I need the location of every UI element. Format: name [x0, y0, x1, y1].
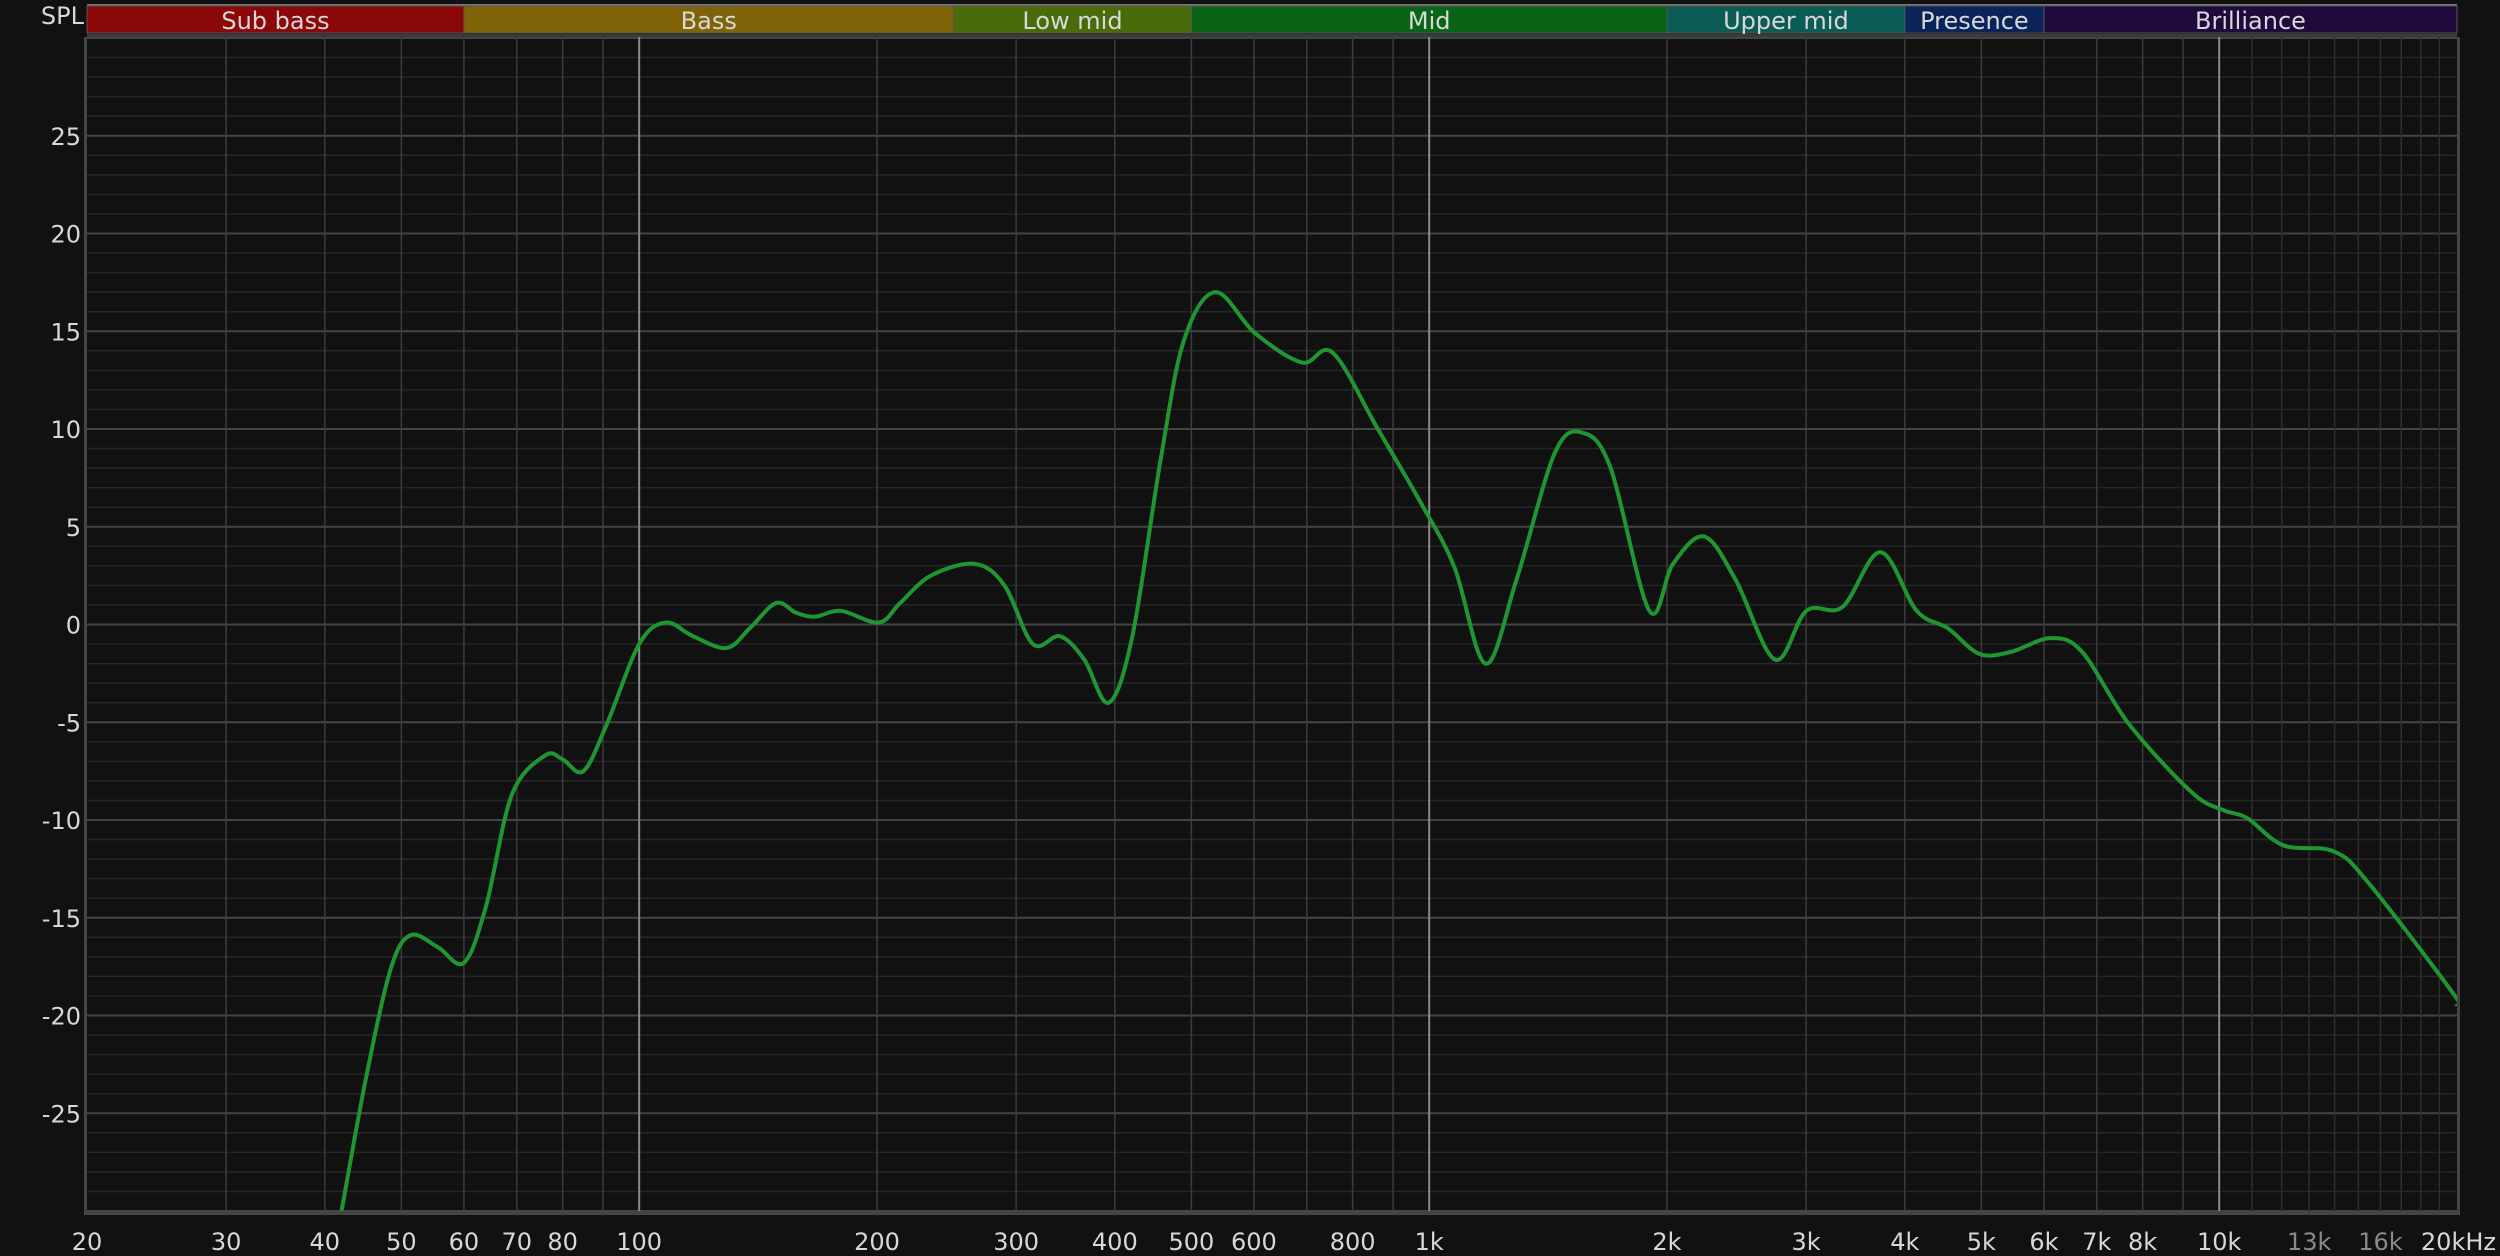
frequency-bands: Sub bass Bass Low mid Mid Upper mid Presence B…	[86, 4, 2458, 37]
band-label: Low mid	[1022, 7, 1122, 35]
y-tick-label: 25	[50, 123, 81, 151]
band-label: Upper mid	[1723, 7, 1849, 35]
response-curve	[339, 290, 2457, 1211]
band-bottom-border	[87, 34, 2457, 37]
grid	[87, 37, 2457, 1212]
band-label: Sub bass	[221, 7, 329, 35]
x-tick-label: 100	[616, 1228, 662, 1256]
y-tick-label: 10	[50, 416, 81, 444]
x-tick-label: 6k	[2029, 1228, 2058, 1256]
x-tick-label: 50	[386, 1228, 417, 1256]
y-axis-label: SPL	[41, 2, 85, 30]
x-tick-label: 600	[1231, 1228, 1277, 1256]
y-tick-label: -15	[42, 905, 81, 933]
band-label: Bass	[681, 7, 737, 35]
x-tick-label: 70	[502, 1228, 533, 1256]
x-axis-line	[84, 1211, 2460, 1215]
x-tick-label: 300	[993, 1228, 1039, 1256]
x-tick-label: 40	[310, 1228, 341, 1256]
x-tick-label: 800	[1330, 1228, 1376, 1256]
y-axis-line	[84, 37, 87, 1211]
x-tick-label: 2k	[1652, 1228, 1681, 1256]
y-tick-label: 15	[50, 318, 81, 346]
x-tick-label: 20kHz	[2421, 1228, 2496, 1256]
y-tick-label: -25	[42, 1100, 81, 1128]
y-tick-label: -10	[42, 807, 81, 835]
y-tick-label: 5	[66, 514, 81, 542]
y-tick-label: -5	[57, 709, 81, 737]
x-tick-label: 3k	[1792, 1228, 1821, 1256]
curve-layer	[339, 290, 2457, 1211]
x-tick-label: 20	[72, 1228, 103, 1256]
x-tick-label: 4k	[1890, 1228, 1919, 1256]
x-tick-label: 8k	[2128, 1228, 2157, 1256]
right-border	[2457, 37, 2460, 1211]
x-tick-label: 7k	[2082, 1228, 2111, 1256]
x-tick-label: 30	[211, 1228, 242, 1256]
band-bass	[463, 5, 955, 34]
x-tick-label: 16k	[2358, 1228, 2403, 1256]
band-brilliance	[2043, 5, 2458, 34]
x-tick-label: 1k	[1415, 1228, 1444, 1256]
x-tick-label: 500	[1168, 1228, 1214, 1256]
y-tick-label: 0	[66, 612, 81, 640]
x-tick-label: 80	[547, 1228, 578, 1256]
x-tick-label: 400	[1092, 1228, 1138, 1256]
x-tick-label: 200	[854, 1228, 900, 1256]
band-label: Brilliance	[2195, 7, 2306, 35]
band-label: Presence	[1920, 7, 2029, 35]
y-tick-label: -20	[42, 1003, 81, 1031]
x-tick-label: 13k	[2287, 1228, 2332, 1256]
x-tick-label: 10k	[2197, 1228, 2242, 1256]
y-tick-label: 20	[50, 221, 81, 249]
band-low-mid	[953, 5, 1192, 34]
x-tick-label: 60	[449, 1228, 480, 1256]
band-label: Mid	[1408, 7, 1451, 35]
band-presence	[1904, 5, 2045, 34]
x-tick-label: 5k	[1967, 1228, 1996, 1256]
